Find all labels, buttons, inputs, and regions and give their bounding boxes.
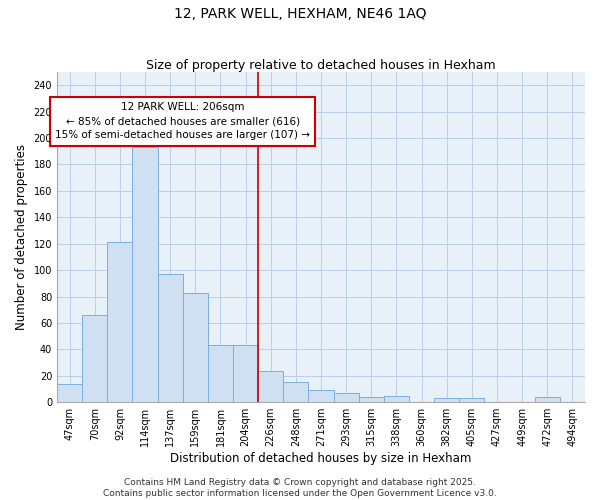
Bar (434, 398, 459, 402)
Text: Contains HM Land Registry data © Crown copyright and database right 2025.
Contai: Contains HM Land Registry data © Crown c… (103, 478, 497, 498)
Bar (183, 292, 208, 402)
Text: 12 PARK WELL: 206sqm
← 85% of detached houses are smaller (616)
15% of semi-deta: 12 PARK WELL: 206sqm ← 85% of detached h… (55, 102, 310, 141)
Bar (535, 397, 560, 402)
Bar (384, 396, 409, 402)
Bar (334, 393, 359, 402)
Bar (133, 148, 158, 402)
Title: Size of property relative to detached houses in Hexham: Size of property relative to detached ho… (146, 59, 496, 72)
Y-axis label: Number of detached properties: Number of detached properties (15, 144, 28, 330)
Text: 12, PARK WELL, HEXHAM, NE46 1AQ: 12, PARK WELL, HEXHAM, NE46 1AQ (174, 8, 426, 22)
Bar (283, 382, 308, 402)
Bar (308, 390, 334, 402)
Bar (82, 315, 107, 402)
Bar (107, 242, 133, 402)
Bar (208, 346, 233, 402)
Bar (258, 370, 283, 402)
Bar (57, 384, 82, 402)
Bar (233, 346, 258, 402)
X-axis label: Distribution of detached houses by size in Hexham: Distribution of detached houses by size … (170, 452, 472, 465)
Bar (359, 397, 384, 402)
Bar (459, 398, 484, 402)
Bar (158, 274, 183, 402)
